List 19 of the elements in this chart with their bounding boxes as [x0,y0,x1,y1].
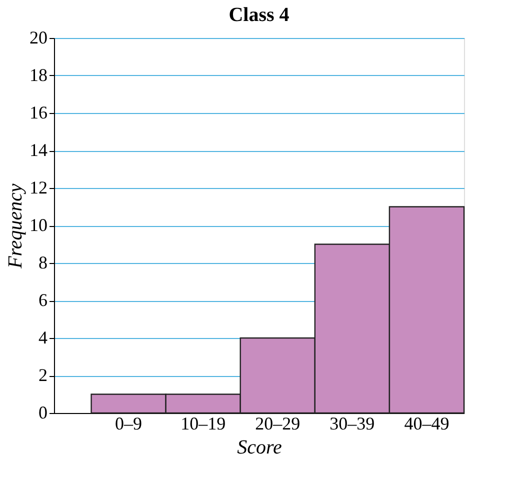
y-tick-label: 16 [30,102,48,122]
y-tick-label: 8 [38,252,48,272]
y-tick-label: 10 [30,215,48,235]
x-tick-label: 40–49 [404,414,450,434]
y-tick-label: 4 [38,328,48,348]
y-axis-title: Frequency [4,183,26,270]
y-tick-label: 14 [30,140,48,160]
y-tick-label: 12 [30,178,48,198]
chart-title: Class 4 [228,4,290,26]
x-tick-label: 10–19 [180,414,226,434]
x-tick-label: 30–39 [330,414,375,434]
y-tick-label: 2 [38,365,48,385]
x-tick-label: 0–9 [115,414,142,434]
y-tick-label: 0 [38,402,48,422]
y-tick-label: 18 [30,65,48,85]
y-tick-label: 20 [30,28,48,48]
x-axis-title: Score [237,436,282,458]
x-tick-label: 20–29 [255,414,300,434]
y-tick-label: 6 [38,290,48,310]
